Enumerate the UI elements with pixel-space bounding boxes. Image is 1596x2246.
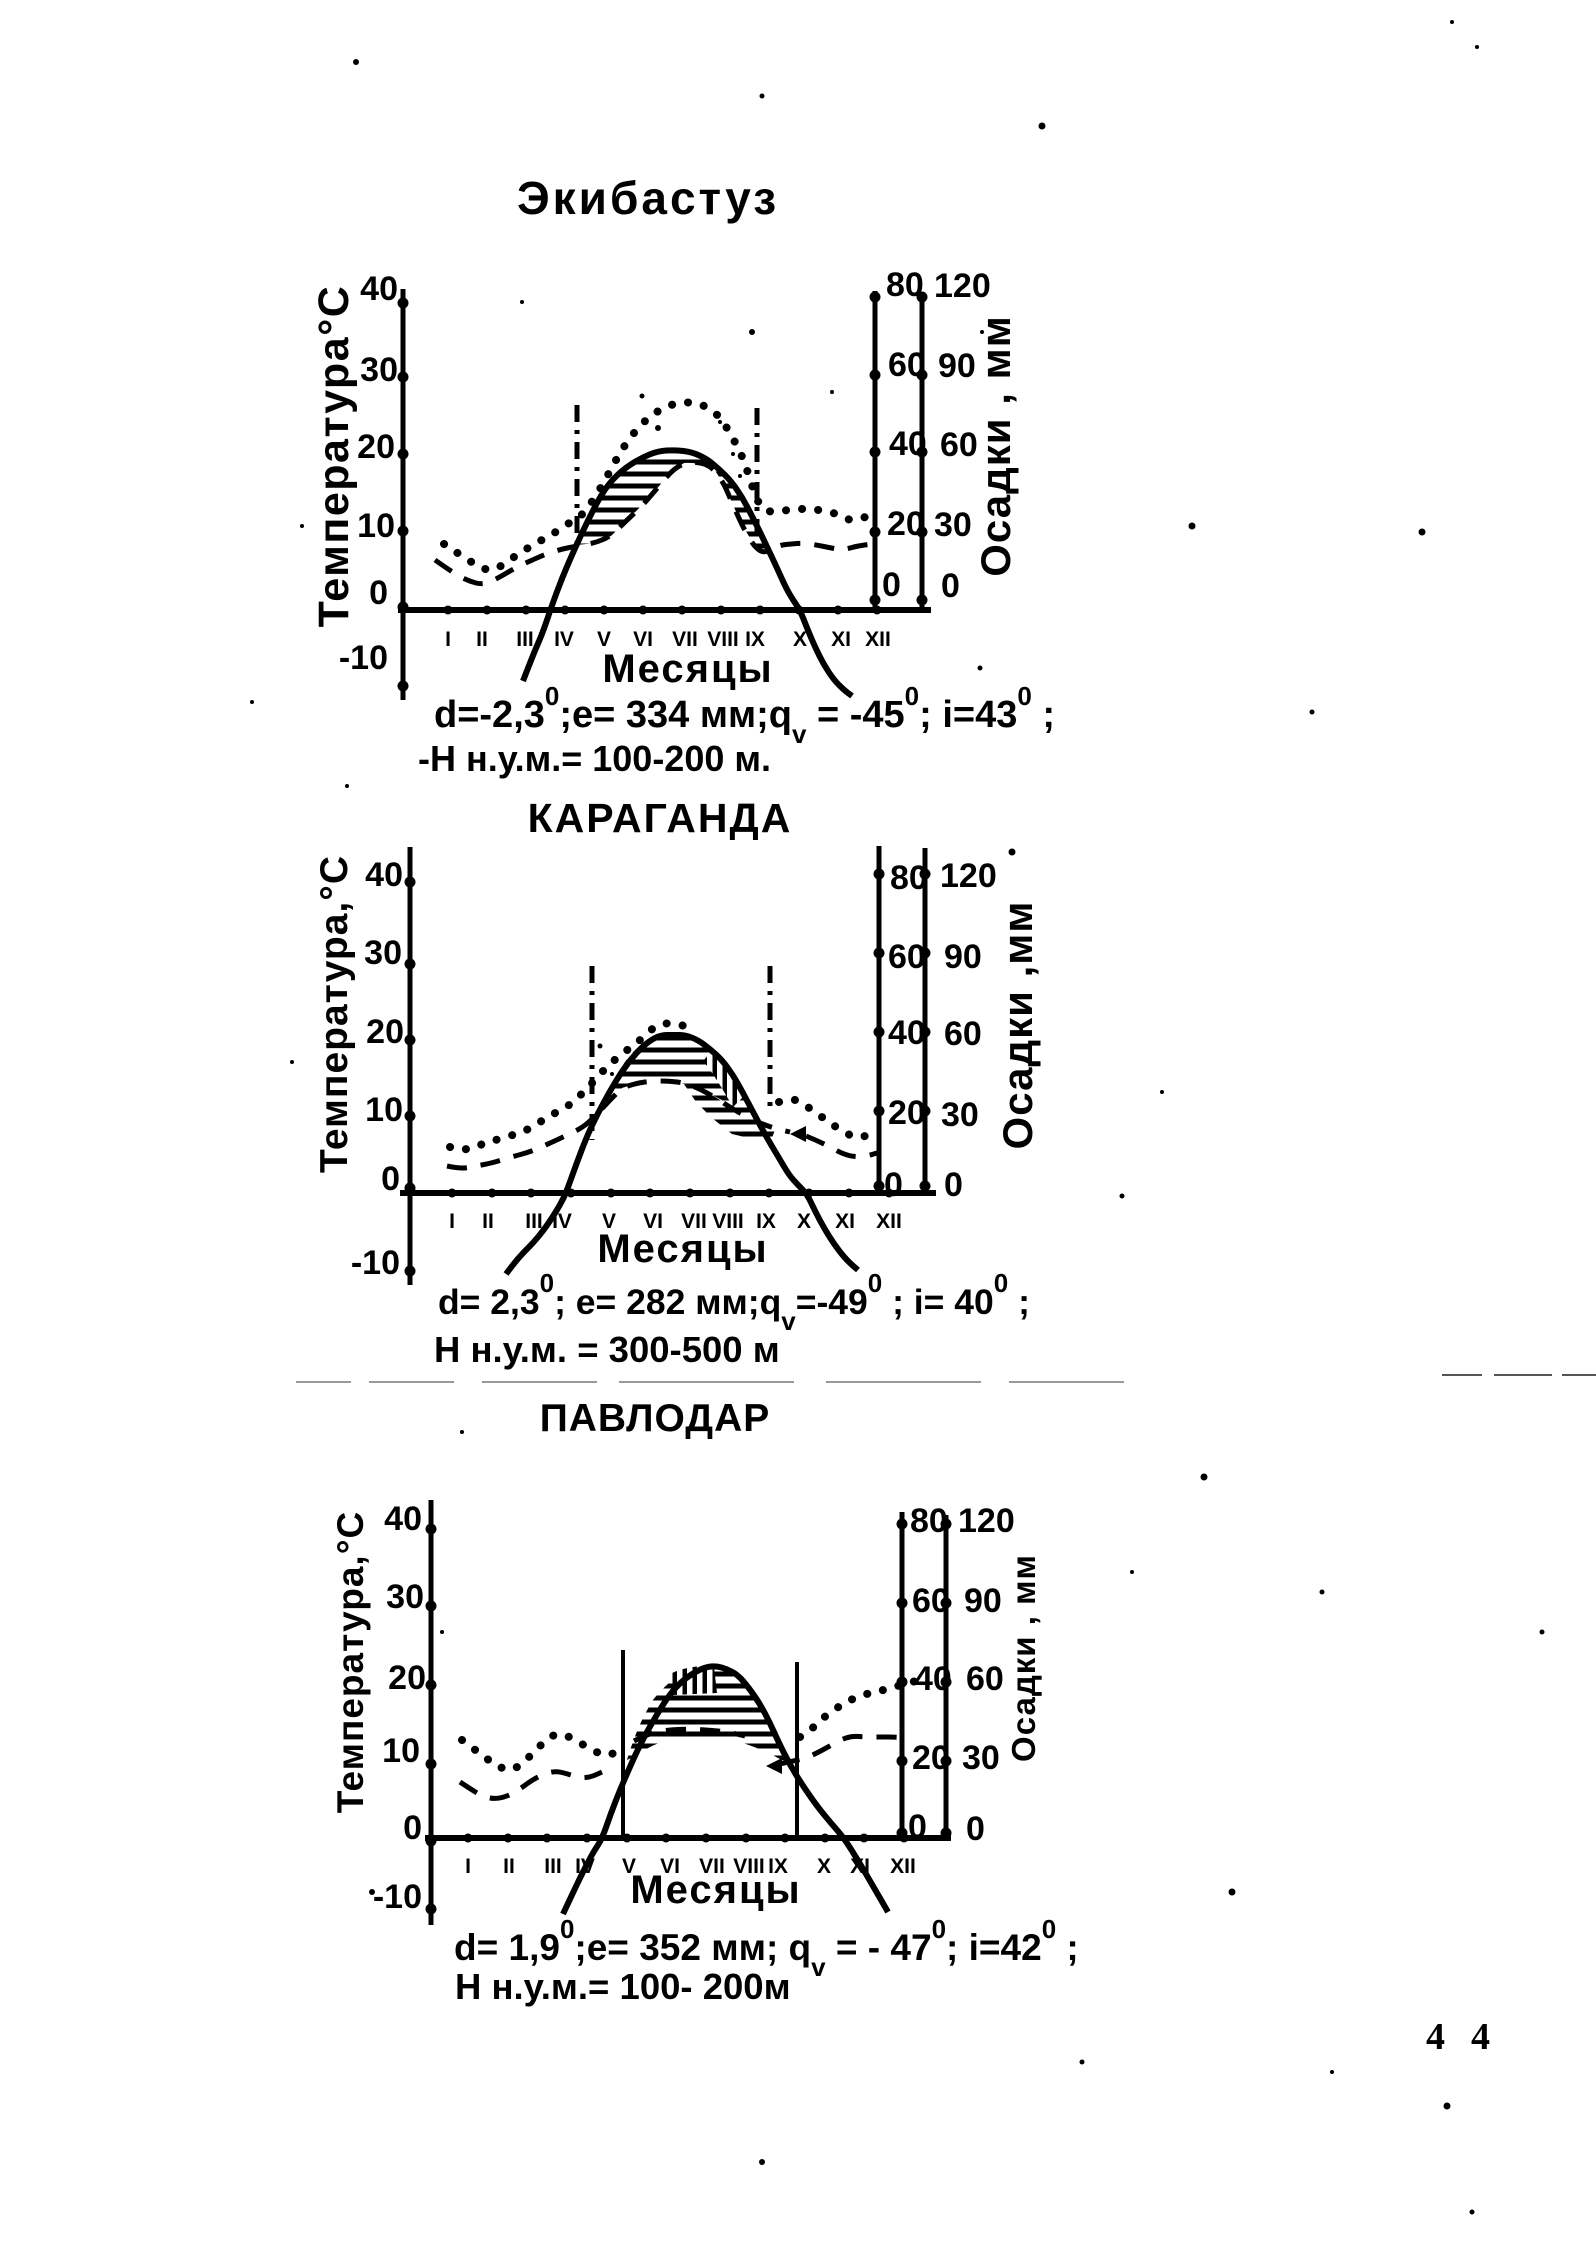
svg-text:VII: VII [681,1210,707,1233]
svg-text:40: 40 [384,1500,422,1538]
svg-text:60: 60 [944,1015,982,1053]
svg-text:0: 0 [884,1166,903,1204]
svg-text:VII: VII [672,628,698,651]
svg-text:V: V [602,1210,616,1233]
svg-text:80: 80 [910,1502,948,1540]
svg-text:30: 30 [386,1578,424,1616]
svg-text:0: 0 [369,574,388,612]
svg-text:20: 20 [912,1739,950,1777]
svg-text:VII: VII [699,1855,725,1878]
svg-text:60: 60 [912,1582,950,1620]
svg-text:0: 0 [381,1160,400,1198]
svg-text:I: I [449,1210,455,1233]
svg-text:60: 60 [888,346,926,384]
svg-text:-10: -10 [339,639,388,677]
svg-text:Температура,°С: Температура,°С [330,1511,371,1813]
svg-text:60: 60 [940,426,978,464]
svg-text:10: 10 [357,507,395,545]
svg-text:0: 0 [882,566,901,604]
svg-text:80: 80 [886,266,924,304]
svg-text:120: 120 [934,267,991,305]
svg-text:VI: VI [633,628,653,651]
svg-text:30: 30 [364,934,402,972]
svg-text:-10: -10 [373,1878,422,1916]
svg-text:II: II [482,1210,494,1233]
svg-text:I: I [465,1855,471,1878]
svg-text:10: 10 [365,1091,403,1129]
svg-text:Осадки ,мм: Осадки ,мм [994,901,1041,1150]
svg-text:90: 90 [944,938,982,976]
svg-text:40: 40 [889,425,927,463]
svg-text:VIII: VIII [712,1210,744,1233]
svg-text:120: 120 [940,857,997,895]
svg-text:Экибастуз: Экибастуз [517,172,779,224]
svg-text:Осадки , мм: Осадки , мм [972,315,1019,577]
svg-text:VIII: VIII [707,628,739,651]
svg-text:XI: XI [831,628,851,651]
svg-text:КАРАГАНДА: КАРАГАНДА [528,795,793,841]
svg-text:IX: IX [768,1855,788,1878]
svg-text:VIII: VIII [733,1855,765,1878]
svg-text:Месяцы: Месяцы [630,1868,801,1912]
svg-text:40: 40 [360,270,398,308]
svg-text:30: 30 [934,506,972,544]
svg-text:Осадки , мм: Осадки , мм [1005,1554,1042,1762]
svg-text:-10: -10 [351,1244,400,1282]
svg-text:ПАВЛОДАР: ПАВЛОДАР [540,1397,771,1440]
svg-text:III: III [544,1855,562,1878]
svg-text:XII: XII [865,628,891,651]
svg-text:Н н.у.м. = 300-500 м: Н н.у.м. = 300-500 м [434,1329,780,1370]
svg-text:30: 30 [941,1096,979,1134]
svg-text:20: 20 [366,1013,404,1051]
svg-text:III: III [516,628,534,651]
svg-text:0: 0 [908,1808,927,1846]
svg-text:20: 20 [887,505,925,543]
svg-text:Месяцы: Месяцы [602,647,773,691]
svg-text:0: 0 [403,1809,422,1847]
svg-text:90: 90 [938,347,976,385]
svg-text:80: 80 [890,859,928,897]
svg-text:VI: VI [660,1855,680,1878]
svg-text:120: 120 [958,1502,1015,1540]
svg-text:0: 0 [944,1166,963,1204]
svg-text:Н н.у.м.= 100- 200м: Н н.у.м.= 100- 200м [455,1966,791,2007]
svg-text:20: 20 [888,1094,926,1132]
svg-text:0: 0 [941,567,960,605]
svg-text:40: 40 [365,856,403,894]
svg-text:Температура°С: Температура°С [310,285,358,628]
svg-text:10: 10 [382,1732,420,1770]
svg-text:IX: IX [756,1210,776,1233]
svg-text:XI: XI [835,1210,855,1233]
svg-text:IV: IV [552,1210,572,1233]
svg-text:0: 0 [966,1810,985,1848]
svg-text:X: X [797,1210,811,1233]
svg-text:V: V [622,1855,636,1878]
svg-text:XII: XII [890,1855,916,1878]
svg-text:44: 44 [1426,2016,1516,2058]
svg-text:V: V [597,628,611,651]
svg-text:IX: IX [745,628,765,651]
svg-text:III: III [525,1210,543,1233]
svg-text:40: 40 [914,1660,952,1698]
svg-text:Температура,°С: Температура,°С [313,855,356,1173]
svg-text:II: II [503,1855,515,1878]
svg-text:-Н н.у.м.= 100-200 м.: -Н н.у.м.= 100-200 м. [418,738,771,779]
svg-text:20: 20 [388,1659,426,1697]
svg-text:60: 60 [888,938,926,976]
svg-text:XII: XII [876,1210,902,1233]
svg-text:40: 40 [888,1014,926,1052]
svg-text:Месяцы: Месяцы [597,1227,768,1271]
svg-text:60: 60 [966,1660,1004,1698]
svg-text:90: 90 [964,1582,1002,1620]
svg-text:IV: IV [554,628,574,651]
svg-text:X: X [793,628,807,651]
svg-text:I: I [445,628,451,651]
svg-text:X: X [817,1855,831,1878]
svg-text:30: 30 [962,1739,1000,1777]
svg-text:20: 20 [357,428,395,466]
svg-text:VI: VI [643,1210,663,1233]
svg-text:II: II [476,628,488,651]
svg-text:30: 30 [360,351,398,389]
